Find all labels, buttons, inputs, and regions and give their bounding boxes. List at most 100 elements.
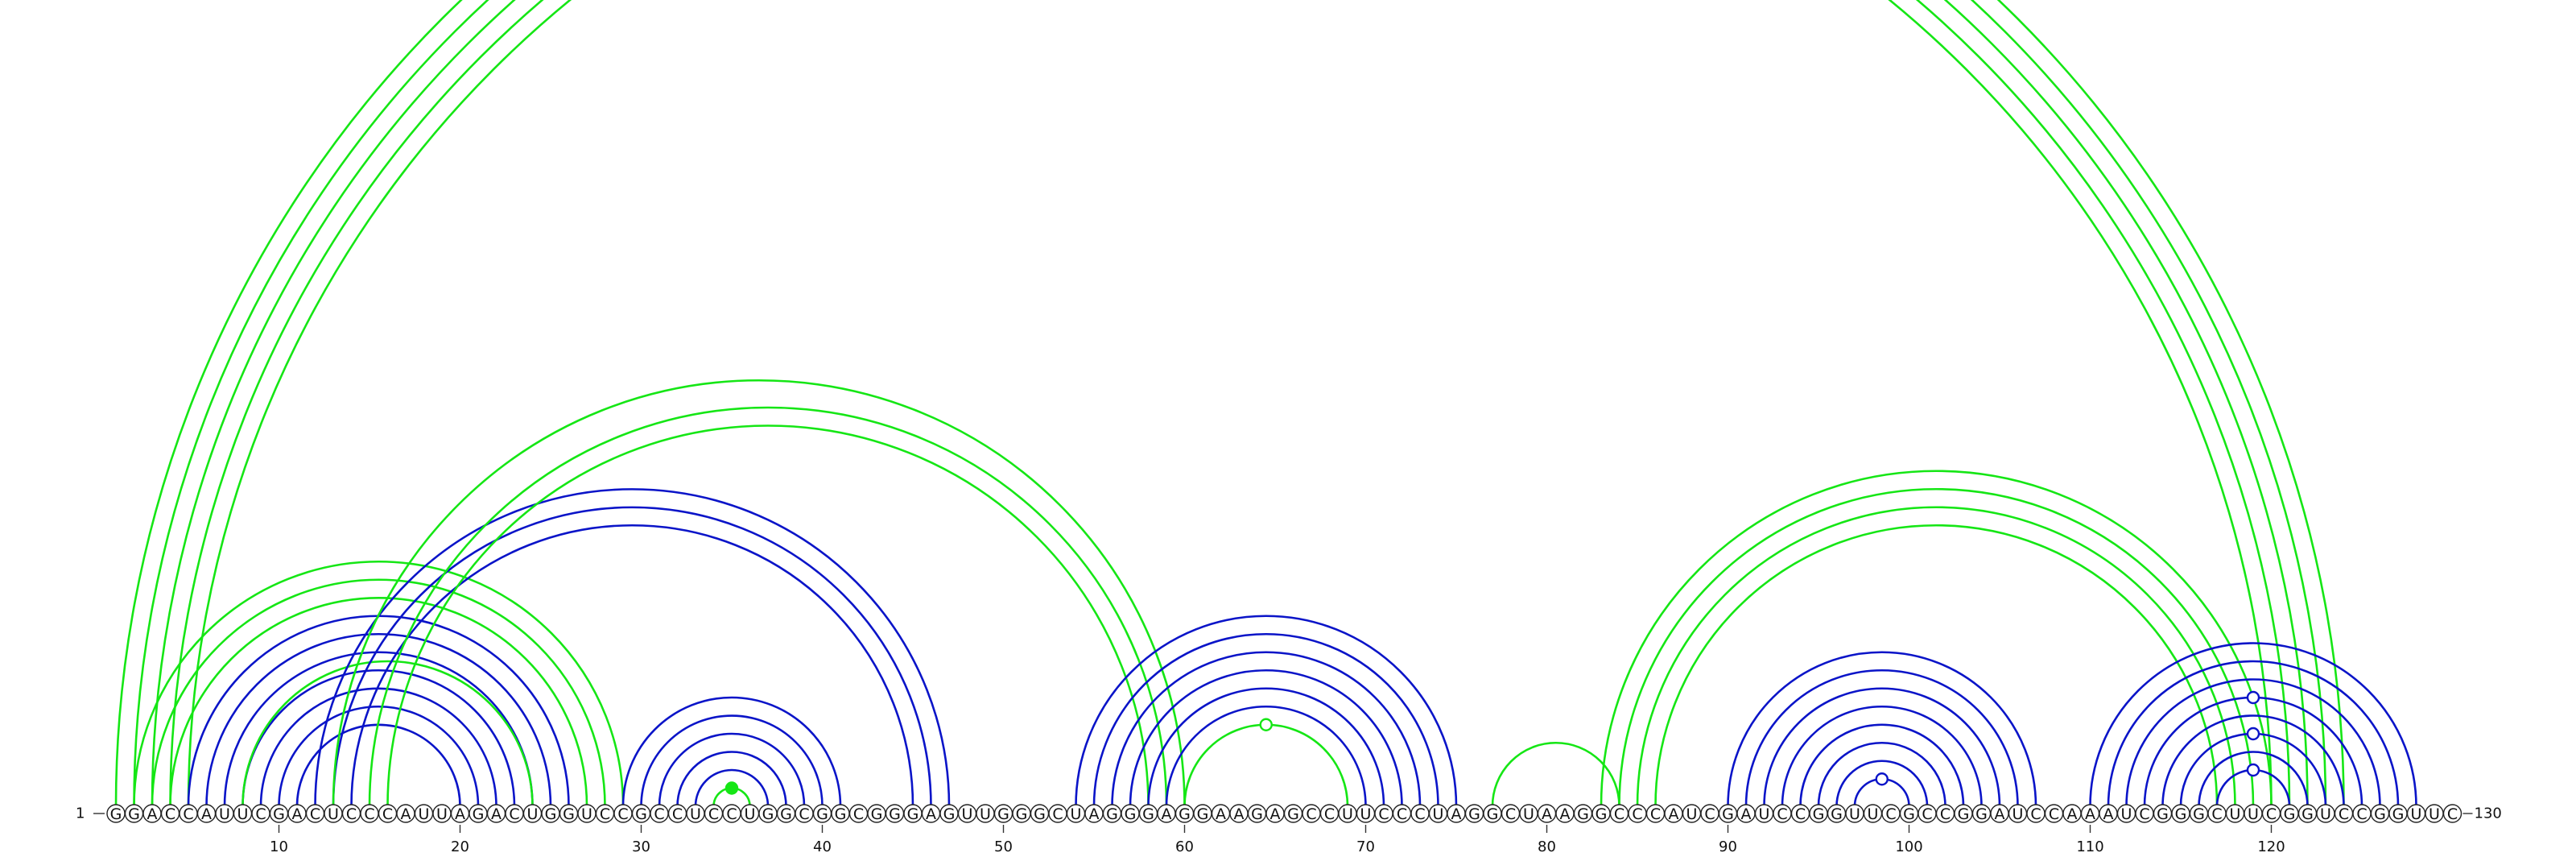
- nucleotide: U: [1845, 804, 1864, 823]
- tick-label: 110: [2076, 838, 2103, 855]
- base-pair-arc: [151, 0, 2309, 807]
- nucleotide: G: [1827, 804, 1847, 823]
- nucleotide-letter: C: [1885, 805, 1896, 823]
- nucleotide-letter: G: [563, 805, 575, 823]
- nucleotide: A: [142, 804, 162, 823]
- sequence-start-label: 1: [76, 805, 85, 822]
- nucleotide: U: [1519, 804, 1538, 823]
- nucleotide: G: [469, 804, 488, 823]
- base-pair-arc: [1744, 669, 2019, 807]
- nucleotide: U: [2425, 804, 2444, 823]
- nucleotide: A: [1555, 804, 1575, 823]
- nucleotide-letter: A: [147, 805, 158, 823]
- nucleotide: C: [1392, 804, 1412, 823]
- nucleotide: G: [631, 804, 651, 823]
- nucleotide: U: [2225, 804, 2245, 823]
- nucleotide-letter: G: [1016, 805, 1028, 823]
- nucleotide: U: [686, 804, 705, 823]
- nucleotide: U: [432, 804, 452, 823]
- nucleotide: C: [1374, 804, 1393, 823]
- base-pair-arc: [2125, 678, 2381, 807]
- nucleotide: C: [360, 804, 379, 823]
- nucleotide: U: [233, 804, 253, 823]
- nucleotide: G: [1138, 804, 1158, 823]
- nucleotide: C: [2135, 804, 2154, 823]
- nucleotide: U: [414, 804, 434, 823]
- nucleotide: C: [1935, 804, 1955, 823]
- nucleotide: C: [722, 804, 741, 823]
- nucleotide: C: [1645, 804, 1666, 823]
- nucleotide-letter: G: [635, 805, 647, 823]
- nucleotide-letter: G: [1722, 805, 1734, 823]
- nucleotide-letter: U: [237, 805, 249, 823]
- nucleotide: U: [976, 804, 995, 823]
- base-pair-arc: [278, 705, 480, 807]
- base-pair-arc: [1165, 705, 1367, 807]
- nucleotide: C: [1700, 804, 1719, 823]
- nucleotide: G: [269, 804, 289, 823]
- base-pair-arc: [1781, 705, 1983, 807]
- base-pair-arc: [386, 424, 1150, 807]
- nucleotide: C: [704, 804, 724, 823]
- nucleotide: C: [1628, 804, 1647, 823]
- nucleotide: C: [1881, 804, 1901, 823]
- nucleotide-letter: G: [997, 805, 1009, 823]
- nucleotide: G: [2388, 804, 2408, 823]
- nucleotide: G: [1283, 804, 1303, 823]
- nucleotide: U: [740, 804, 760, 823]
- nucleotide-letter: U: [2121, 805, 2132, 823]
- nucleotide: C: [2207, 804, 2227, 823]
- nucleotide: U: [324, 804, 343, 823]
- nucleotide-letter: C: [364, 805, 374, 823]
- nucleotide: G: [1193, 804, 1212, 823]
- nucleotide-letter: G: [2301, 805, 2314, 823]
- base-pair-arc: [133, 0, 2327, 807]
- nucleotide: U: [2116, 804, 2136, 823]
- nucleotide-letter: C: [2030, 805, 2041, 823]
- tick-label: 90: [1719, 838, 1737, 855]
- nucleotide-letter: G: [1106, 805, 1118, 823]
- nucleotide: G: [1464, 804, 1484, 823]
- nucleotide: C: [2352, 804, 2372, 823]
- nucleotide-letter: U: [980, 805, 991, 823]
- nucleotide-letter: G: [2392, 805, 2405, 823]
- nucleotide-letter: A: [1162, 805, 1172, 823]
- base-pair-arc: [1654, 524, 2219, 807]
- nucleotide-letter: C: [1306, 805, 1316, 823]
- nucleotide-letter: C: [799, 805, 809, 823]
- nucleotide: G: [1809, 804, 1828, 823]
- nucleotide-letter: G: [1179, 805, 1191, 823]
- nucleotide-letter: C: [509, 805, 519, 823]
- base-pair-arc: [1092, 632, 1439, 807]
- nucleotide: G: [1012, 804, 1031, 823]
- base-pair-arc: [658, 732, 806, 807]
- nucleotide: U: [1338, 804, 1357, 823]
- base-pair-arc: [2198, 751, 2309, 807]
- nucleotide-letter: U: [527, 805, 539, 823]
- nucleotide-letter: C: [672, 805, 683, 823]
- nucleotide-letter: G: [1142, 805, 1154, 823]
- nucleotide: A: [1537, 804, 1557, 823]
- base-pair-arc: [169, 0, 2291, 807]
- nucleotide-letter: G: [545, 805, 557, 823]
- nucleotide-letter: A: [1270, 805, 1281, 823]
- nucleotide-letter: U: [1849, 805, 1860, 823]
- arc-marker: [2246, 763, 2260, 777]
- nucleotide: U: [1356, 804, 1376, 823]
- nucleotide: U: [1754, 804, 1774, 823]
- nucleotide: G: [559, 804, 579, 823]
- nucleotide: G: [1573, 804, 1593, 823]
- nucleotide: C: [2044, 804, 2064, 823]
- nucleotide: G: [106, 804, 126, 823]
- arc-marker: [724, 781, 739, 795]
- base-pair-arc: [676, 751, 787, 807]
- base-pair-arc: [640, 714, 824, 807]
- base-pair-arc: [1636, 506, 2236, 807]
- nucleotide-letter: G: [1577, 805, 1589, 823]
- nucleotide-letter: C: [1052, 805, 1063, 823]
- tick-label: 80: [1538, 838, 1556, 855]
- nucleotide: U: [577, 804, 597, 823]
- nucleotide: G: [831, 804, 850, 823]
- nucleotide-letter: A: [201, 805, 212, 823]
